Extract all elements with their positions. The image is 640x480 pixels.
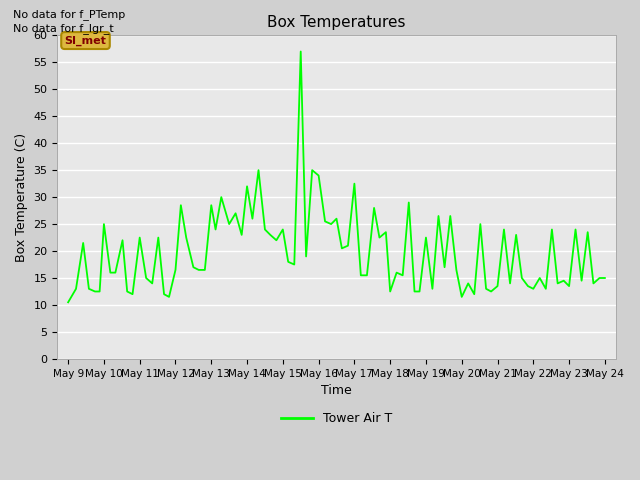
Text: No data for f_lgr_t: No data for f_lgr_t xyxy=(13,23,113,34)
Legend: Tower Air T: Tower Air T xyxy=(276,407,397,430)
Y-axis label: Box Temperature (C): Box Temperature (C) xyxy=(15,132,28,262)
X-axis label: Time: Time xyxy=(321,384,352,397)
Text: No data for f_PTemp: No data for f_PTemp xyxy=(13,9,125,20)
Text: SI_met: SI_met xyxy=(65,36,106,46)
Title: Box Temperatures: Box Temperatures xyxy=(268,15,406,30)
